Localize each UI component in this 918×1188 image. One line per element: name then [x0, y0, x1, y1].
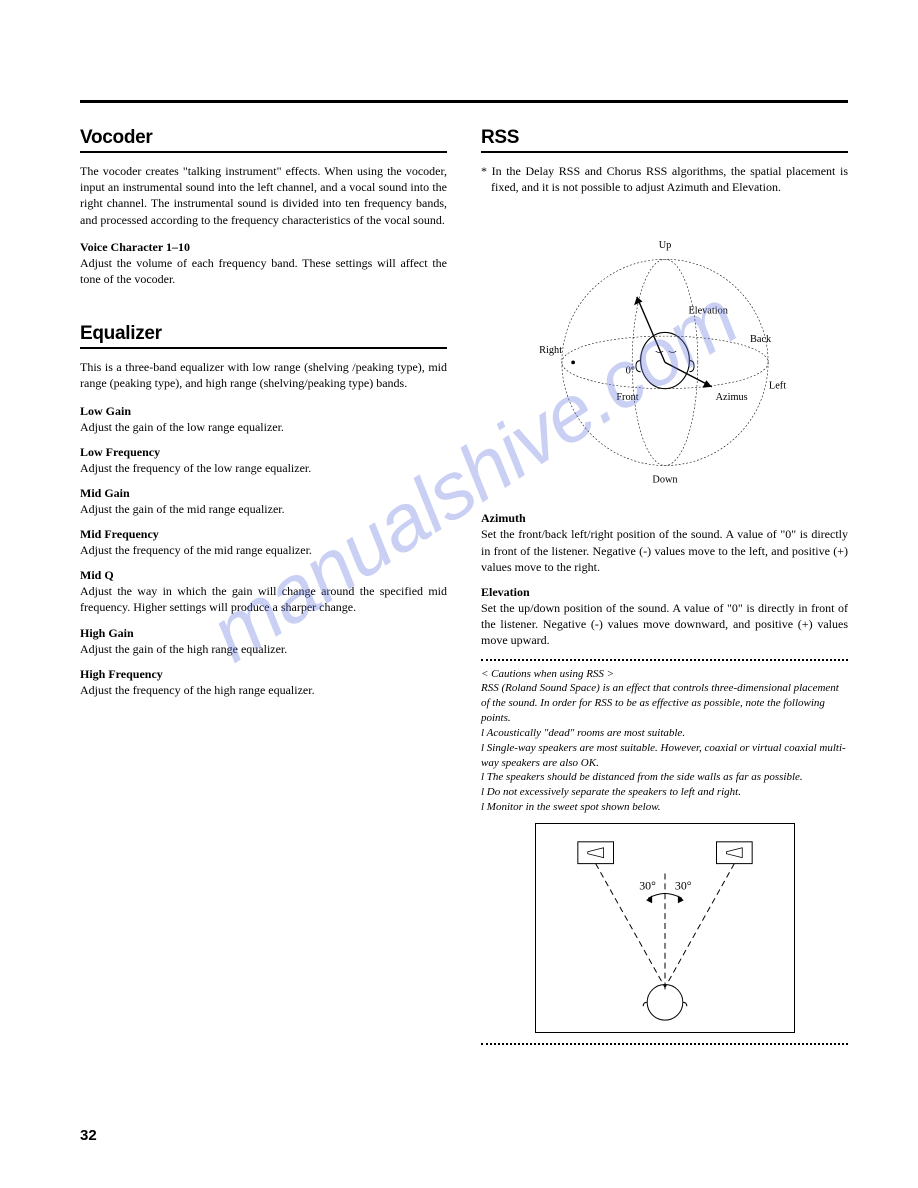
- param-title-azimuth: Azimuth: [481, 511, 848, 526]
- equalizer-heading: Equalizer: [80, 323, 447, 349]
- param-title-high-freq: High Frequency: [80, 667, 447, 682]
- sphere-label-up: Up: [658, 240, 671, 251]
- param-title-low-freq: Low Frequency: [80, 445, 447, 460]
- angle-right-label: 30°: [674, 878, 691, 892]
- param-desc-voice-character: Adjust the volume of each frequency band…: [80, 255, 447, 287]
- top-rule: [80, 100, 848, 103]
- param-desc-high-freq: Adjust the frequency of the high range e…: [80, 682, 447, 698]
- rss-cautions-box: < Cautions when using RSS > RSS (Roland …: [481, 659, 848, 1045]
- param-title-mid-freq: Mid Frequency: [80, 527, 447, 542]
- sphere-label-right: Right: [539, 345, 562, 356]
- content-columns: Vocoder The vocoder creates "talking ins…: [80, 127, 848, 1045]
- param-title-high-gain: High Gain: [80, 626, 447, 641]
- param-desc-azimuth: Set the front/back left/right position o…: [481, 526, 848, 575]
- sphere-label-az: Azimus: [715, 392, 747, 403]
- page-number: 32: [80, 1127, 97, 1144]
- param-title-low-gain: Low Gain: [80, 404, 447, 419]
- cautions-item-0: l Acoustically "dead" rooms are most sui…: [481, 726, 848, 741]
- cautions-item-1: l Single-way speakers are most suitable.…: [481, 741, 848, 771]
- cautions-item-2: l The speakers should be distanced from …: [481, 770, 848, 785]
- cautions-intro: RSS (Roland Sound Space) is an effect th…: [481, 681, 848, 726]
- equalizer-intro: This is a three-band equalizer with low …: [80, 359, 447, 391]
- vocoder-heading: Vocoder: [80, 127, 447, 153]
- cautions-heading: < Cautions when using RSS >: [481, 667, 848, 682]
- param-desc-mid-q: Adjust the way in which the gain will ch…: [80, 583, 447, 615]
- param-desc-low-gain: Adjust the gain of the low range equaliz…: [80, 419, 447, 435]
- param-desc-mid-freq: Adjust the frequency of the mid range eq…: [80, 542, 447, 558]
- param-desc-high-gain: Adjust the gain of the high range equali…: [80, 641, 447, 657]
- speaker-sweet-spot-diagram: 30° 30°: [535, 823, 795, 1033]
- left-column: Vocoder The vocoder creates "talking ins…: [80, 127, 447, 1045]
- param-title-mid-gain: Mid Gain: [80, 486, 447, 501]
- cautions-item-4: l Monitor in the sweet spot shown below.: [481, 800, 848, 815]
- param-title-voice-character: Voice Character 1–10: [80, 240, 447, 255]
- param-title-mid-q: Mid Q: [80, 568, 447, 583]
- sphere-label-left: Left: [768, 381, 785, 392]
- sphere-label-down: Down: [652, 475, 677, 486]
- rss-note: * In the Delay RSS and Chorus RSS algori…: [481, 163, 848, 195]
- param-desc-elevation: Set the up/down position of the sound. A…: [481, 600, 848, 649]
- rss-heading: RSS: [481, 127, 848, 153]
- sphere-label-zero: 0°: [625, 366, 634, 377]
- param-desc-low-freq: Adjust the frequency of the low range eq…: [80, 460, 447, 476]
- sphere-label-back: Back: [750, 334, 772, 345]
- sphere-label-elev: Elevation: [688, 306, 727, 317]
- param-title-elevation: Elevation: [481, 585, 848, 600]
- cautions-item-3: l Do not excessively separate the speake…: [481, 785, 848, 800]
- rss-sphere-diagram: Up Down Right Left Front Back Elevation …: [481, 203, 848, 503]
- vocoder-intro: The vocoder creates "talking instrument"…: [80, 163, 447, 228]
- sphere-label-front: Front: [616, 392, 638, 403]
- angle-left-label: 30°: [639, 878, 656, 892]
- right-column: RSS * In the Delay RSS and Chorus RSS al…: [481, 127, 848, 1045]
- param-desc-mid-gain: Adjust the gain of the mid range equaliz…: [80, 501, 447, 517]
